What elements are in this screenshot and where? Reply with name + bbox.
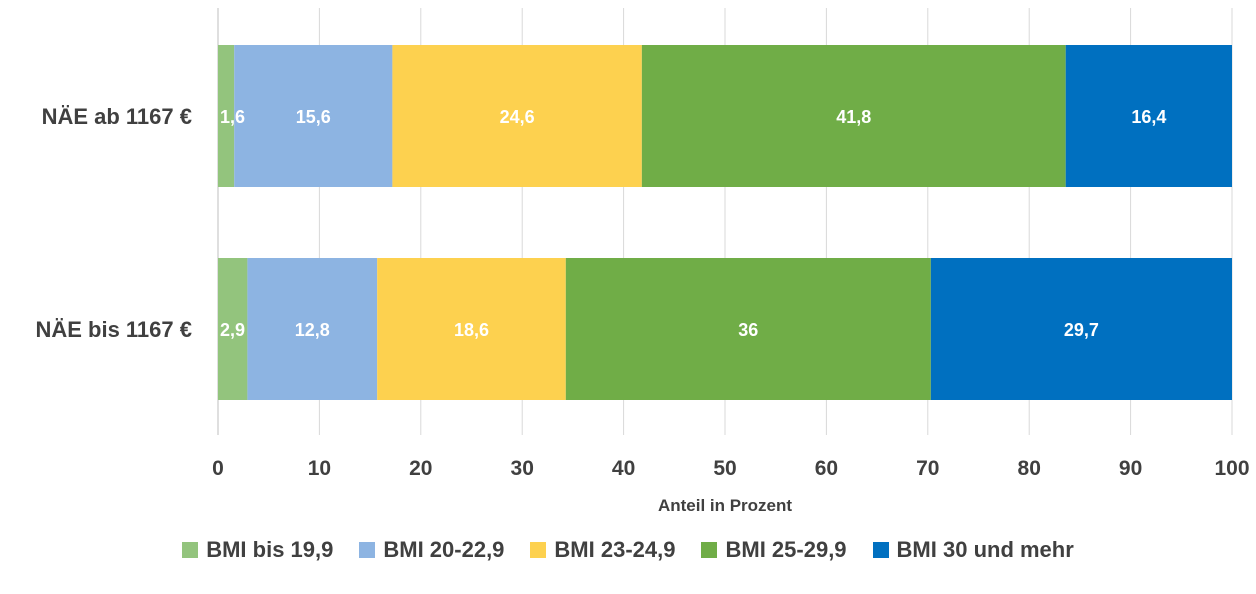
x-axis-title: Anteil in Prozent (218, 496, 1232, 516)
data-label: 2,9 (220, 320, 245, 340)
category-labels: NÄE ab 1167 € NÄE bis 1167 € (35, 104, 192, 342)
x-tick-label: 90 (1119, 457, 1142, 480)
legend-label: BMI bis 19,9 (206, 537, 333, 563)
data-label: 29,7 (1064, 320, 1099, 340)
legend-item: BMI 20-22,9 (359, 537, 504, 563)
legend: BMI bis 19,9 BMI 20-22,9 BMI 23-24,9 BMI 25… (0, 537, 1256, 563)
legend-swatch (182, 542, 198, 558)
data-label: 15,6 (296, 107, 331, 127)
legend-swatch (701, 542, 717, 558)
legend-item: BMI 23-24,9 (530, 537, 675, 563)
x-tick-label: 30 (511, 457, 534, 480)
x-tick-label: 0 (212, 457, 224, 480)
legend-swatch (359, 542, 375, 558)
legend-item: BMI 30 und mehr (873, 537, 1074, 563)
legend-item: BMI bis 19,9 (182, 537, 333, 563)
x-tick-labels: 0 10 20 30 40 50 60 70 80 90 100 (212, 457, 1249, 480)
x-tick-label: 50 (713, 457, 736, 480)
x-tick-label: 70 (916, 457, 939, 480)
legend-swatch (873, 542, 889, 558)
legend-label: BMI 25-29,9 (725, 537, 846, 563)
x-tick-label: 100 (1214, 457, 1249, 480)
legend-label: BMI 30 und mehr (897, 537, 1074, 563)
legend-label: BMI 23-24,9 (554, 537, 675, 563)
data-label: 24,6 (500, 107, 535, 127)
data-label: 41,8 (836, 107, 871, 127)
category-label: NÄE bis 1167 € (35, 317, 192, 342)
data-label: 1,6 (220, 107, 245, 127)
legend-item: BMI 25-29,9 (701, 537, 846, 563)
x-tick-label: 20 (409, 457, 432, 480)
legend-swatch (530, 542, 546, 558)
x-tick-label: 10 (308, 457, 331, 480)
data-label: 12,8 (295, 320, 330, 340)
x-tick-label: 40 (612, 457, 635, 480)
data-label: 18,6 (454, 320, 489, 340)
category-label: NÄE ab 1167 € (42, 104, 192, 129)
data-label: 36 (738, 320, 758, 340)
x-tick-label: 80 (1018, 457, 1041, 480)
x-tick-label: 60 (815, 457, 838, 480)
legend-label: BMI 20-22,9 (383, 537, 504, 563)
data-label: 16,4 (1131, 107, 1166, 127)
